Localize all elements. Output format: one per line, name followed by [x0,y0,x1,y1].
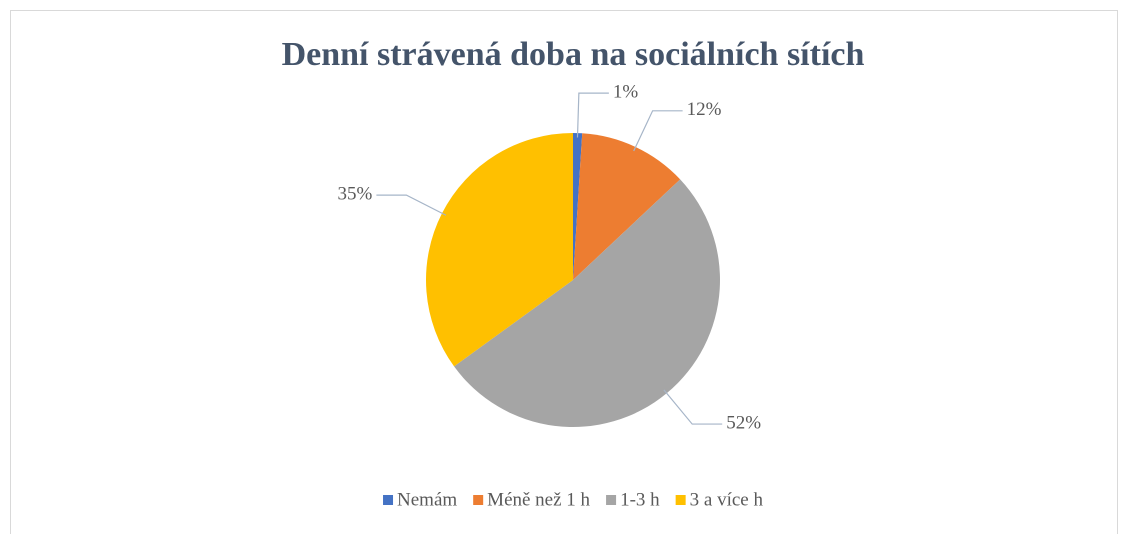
leader-line [633,110,683,152]
legend-label: Nemám [397,489,457,510]
data-label: 12% [687,99,722,120]
data-label: 52% [726,412,761,433]
pie-slice [426,133,573,367]
pie-slice [454,179,720,427]
pie-slice [573,133,681,280]
legend-swatch [473,495,484,505]
leader-line [663,389,723,425]
data-label: 1% [613,81,639,102]
leader-line [376,194,447,216]
legend-swatch [606,495,617,505]
pie-slice [573,133,583,280]
chart-title: Denní strávená doba na sociálních sítích [282,36,865,73]
legend-label: 1-3 h [620,489,660,510]
legend-swatch [383,495,394,505]
legend-swatch [675,495,686,505]
leader-line [576,92,609,138]
legend-label: Méně než 1 h [487,489,590,510]
data-label: 35% [338,183,373,204]
legend-label: 3 a více h [690,489,764,510]
